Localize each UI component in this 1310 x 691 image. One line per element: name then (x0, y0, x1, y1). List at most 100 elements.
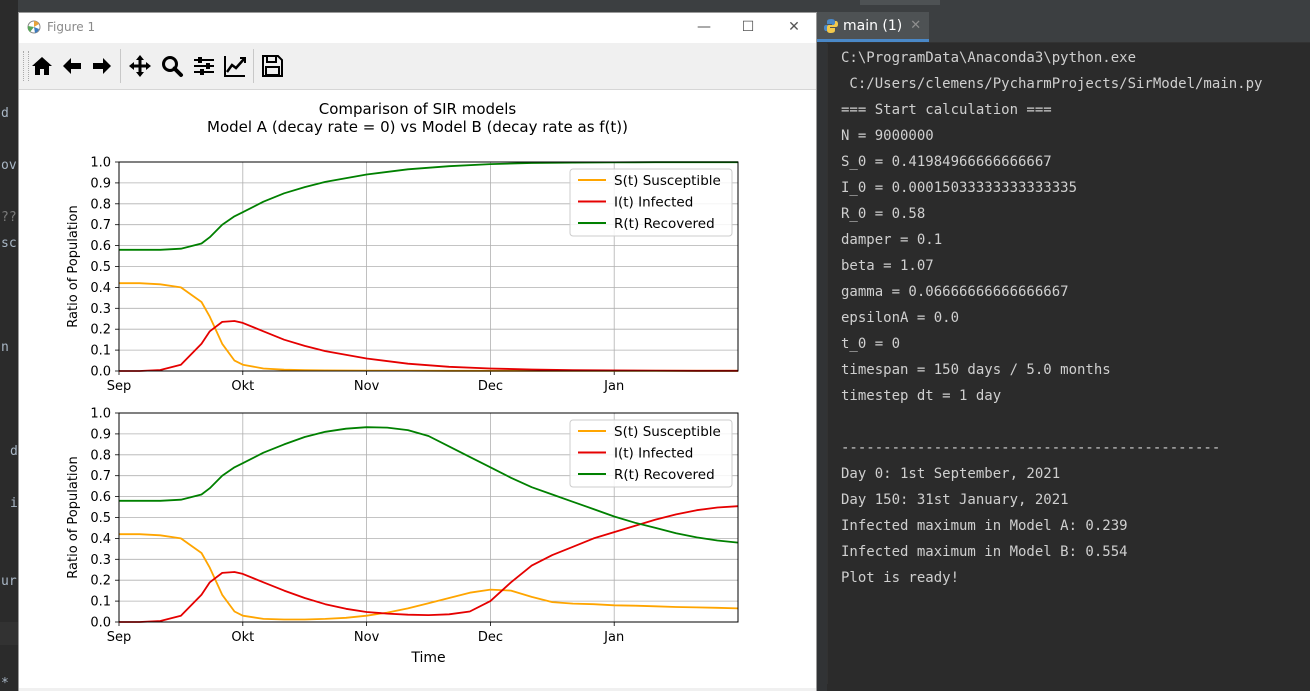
y-tick-label: 1.0 (90, 156, 111, 171)
y-tick-label: 0.7 (90, 469, 111, 484)
code-fragment: * (1, 676, 9, 691)
y-tick-label: 0.2 (90, 574, 111, 589)
console-line: t_0 = 0 (841, 336, 901, 352)
console-line: Day 150: 31st January, 2021 (841, 492, 1069, 508)
toolbar-separator (120, 49, 121, 83)
y-axis-label: Ratio of Population (66, 205, 81, 327)
code-fragment: ?? (1, 210, 17, 225)
y-tick-label: 0.9 (90, 427, 111, 442)
console-line: Infected maximum in Model A: 0.239 (841, 518, 1128, 534)
minimize-button[interactable]: — (697, 19, 711, 35)
console-line: S_0 = 0.41984966666666667 (841, 154, 1052, 170)
figure-canvas[interactable]: Comparison of SIR models Model A (decay … (19, 90, 816, 688)
legend-label: S(t) Susceptible (614, 173, 721, 189)
legend-label: R(t) Recovered (614, 216, 715, 232)
y-tick-label: 0.1 (90, 344, 111, 359)
window-title: Figure 1 (47, 20, 96, 34)
toolbar-grip[interactable] (23, 51, 29, 81)
code-fragment: ur (1, 574, 17, 589)
console-line: timespan = 150 days / 5.0 months (841, 362, 1111, 378)
save-icon[interactable] (259, 53, 285, 79)
chart-title-line-2: Model A (decay rate = 0) vs Model B (dec… (207, 118, 628, 136)
series-line-2 (119, 320, 738, 372)
console-line: Day 0: 1st September, 2021 (841, 466, 1061, 482)
x-tick-label: Okt (231, 379, 254, 394)
console-line: C:/Users/clemens/PycharmProjects/SirMode… (841, 76, 1263, 92)
x-axis-label: Time (410, 650, 445, 666)
toolbar-separator (253, 49, 254, 83)
y-axis-label: Ratio of Population (66, 456, 81, 578)
legend-box (569, 419, 733, 488)
series-line-3 (119, 426, 739, 544)
y-tick-label: 0.3 (90, 553, 111, 568)
y-tick-label: 0.4 (90, 281, 111, 296)
ide-tab-fragment (860, 0, 940, 5)
chart-2 (115, 412, 739, 626)
axes-frame (118, 161, 739, 372)
python-icon (824, 18, 838, 33)
legend-label: I(t) Infected (614, 195, 693, 211)
y-tick-label: 0.7 (90, 218, 111, 233)
run-tab-label: main (1) (843, 17, 903, 34)
legend-label: I(t) Infected (614, 446, 693, 462)
series-line-1 (119, 533, 739, 621)
close-button[interactable]: ✕ (788, 19, 800, 35)
configure-subplots-icon[interactable] (191, 53, 217, 79)
y-tick-label: 0.9 (90, 176, 111, 191)
console-line: === Start calculation === (841, 102, 1052, 118)
console-line: I_0 = 0.00015033333333333335 (841, 180, 1078, 196)
close-tab-icon[interactable]: ✕ (910, 18, 922, 33)
console-line: C:\ProgramData\Anaconda3\python.exe (841, 50, 1137, 66)
run-panel: main (1) ✕ C:\ProgramData\Anaconda3\pyth… (817, 12, 1310, 691)
console-line: N = 9000000 (841, 128, 934, 144)
y-tick-label: 0.0 (90, 365, 111, 380)
code-fragment: i (10, 496, 18, 511)
console-line: epsilonA = 0.0 (841, 310, 960, 326)
x-tick-label: Dec (478, 630, 503, 645)
code-fragment: n (1, 340, 9, 355)
pan-icon[interactable] (127, 53, 153, 79)
x-tick-label: Jan (603, 630, 624, 645)
ide-editor-strip: d ov ?? sc n d i ur * (0, 0, 18, 691)
console-line: ----------------------------------------… (841, 440, 1221, 456)
run-tab[interactable]: main (1) ✕ (817, 12, 930, 42)
code-fragment: d (1, 106, 9, 121)
figure-statusbar (19, 688, 816, 691)
axes-frame (118, 412, 739, 623)
y-tick-label: 0.6 (90, 490, 111, 505)
figure-toolbar (19, 43, 816, 90)
series-line-2 (119, 505, 739, 623)
x-tick-label: Dec (478, 379, 503, 394)
console-line: damper = 0.1 (841, 232, 943, 248)
y-tick-label: 0.5 (90, 511, 111, 526)
edit-axis-icon[interactable] (222, 53, 248, 79)
x-tick-label: Sep (107, 379, 132, 394)
legend-label: S(t) Susceptible (614, 424, 721, 440)
code-fragment: d (10, 444, 18, 459)
console-line: beta = 1.07 (841, 258, 934, 274)
legend-box (569, 168, 733, 237)
run-tabbar: main (1) ✕ (817, 12, 1310, 43)
zoom-icon[interactable] (159, 53, 185, 79)
series-line-1 (119, 282, 738, 372)
console-line: gamma = 0.06666666666666667 (841, 284, 1069, 300)
chart-title-line-1: Comparison of SIR models (318, 100, 517, 118)
x-tick-label: Okt (231, 630, 254, 645)
back-icon[interactable] (59, 53, 85, 79)
y-tick-label: 0.8 (90, 448, 111, 463)
figure-window: Figure 1 — ☐ ✕ Comp (18, 12, 817, 691)
y-tick-label: 0.1 (90, 595, 111, 610)
y-tick-label: 1.0 (90, 407, 111, 422)
forward-icon[interactable] (89, 53, 115, 79)
chart-svg: 0.0 0.1 0.2 0.3 0.4 0.5 0.6 0.7 0.8 0.9 1.0 Sep Okt N… (66, 156, 739, 666)
figure-titlebar[interactable]: Figure 1 — ☐ ✕ (19, 13, 816, 43)
chart-1 (115, 161, 739, 375)
y-tick-label: 0.2 (90, 323, 111, 338)
console-line: timestep dt = 1 day (841, 388, 1002, 404)
legend-label: R(t) Recovered (614, 467, 715, 483)
y-tick-label: 0.0 (90, 616, 111, 631)
home-icon[interactable] (29, 53, 55, 79)
y-tick-label: 0.6 (90, 239, 111, 254)
maximize-button[interactable]: ☐ (741, 19, 755, 35)
console-output[interactable]: C:\ProgramData\Anaconda3\python.exe C:/U… (827, 44, 1306, 684)
